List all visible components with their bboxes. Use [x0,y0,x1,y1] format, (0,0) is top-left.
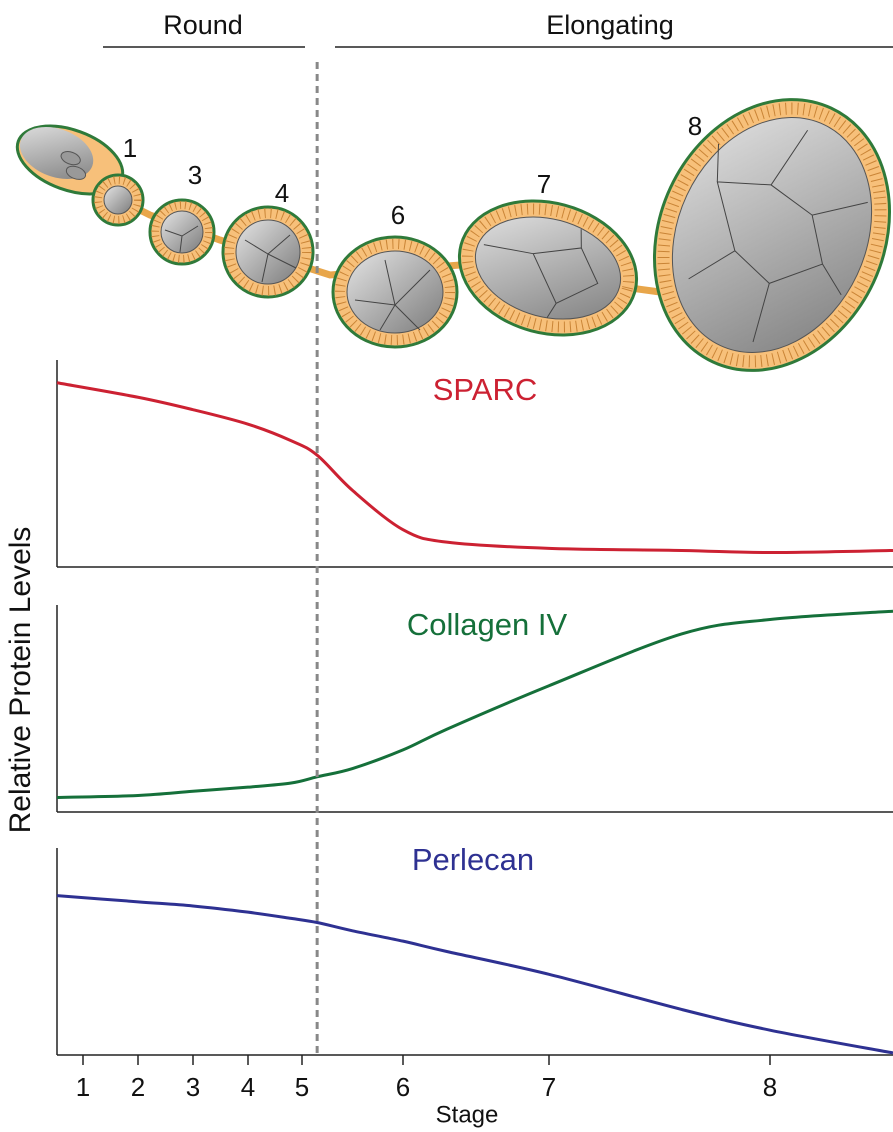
x-tick-label: 8 [763,1072,777,1102]
ovariole-illustration: 1 3 4 6 7 8 [8,61,893,409]
stage-label: 8 [688,111,702,141]
stage-label: 4 [275,178,289,208]
egg-chamber [150,200,214,264]
x-tick-label: 2 [131,1072,145,1102]
stage-label: 6 [391,200,405,230]
x-tick-label: 3 [186,1072,200,1102]
stage-label: 3 [188,160,202,190]
egg-chamber [333,237,457,347]
egg-chamber [223,207,313,297]
figure: Round Elongating [0,0,893,1132]
data-line [57,896,893,1053]
egg-chamber [611,61,893,409]
x-tick-label: 5 [295,1072,309,1102]
egg-chamber [444,182,652,354]
elongating-label: Elongating [546,10,674,40]
round-label: Round [163,10,243,40]
stage-label: 7 [537,169,551,199]
data-line [57,383,893,553]
header: Round Elongating [103,10,893,47]
x-tick-label: 1 [76,1072,90,1102]
x-tick-label: 4 [241,1072,255,1102]
x-tick-label: 6 [396,1072,410,1102]
series-label: Perlecan [412,842,534,877]
series-label: SPARC [433,372,538,407]
x-axis-label: Stage [436,1101,499,1128]
stage-label: 1 [123,133,137,163]
egg-chamber [93,175,143,225]
series-label: Collagen IV [407,607,568,642]
x-tick-label: 7 [542,1072,556,1102]
y-axis-label: Relative Protein Levels [4,527,37,834]
